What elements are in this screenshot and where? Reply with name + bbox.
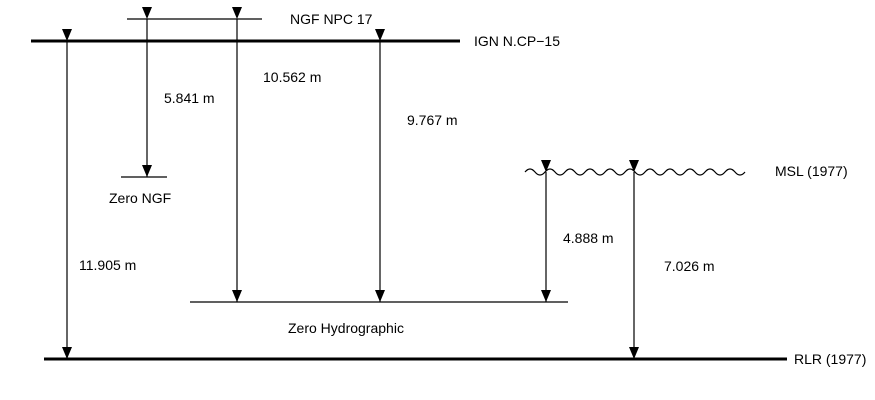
distance-4888-label: 4.888 m <box>563 230 614 246</box>
msl-1977-label: MSL (1977) <box>775 163 848 179</box>
ign-ncp-15-label: IGN N.CP−15 <box>474 33 560 49</box>
zero-hydrographic-label: Zero Hydrographic <box>288 320 404 336</box>
distance-11905-label: 11.905 m <box>79 257 136 273</box>
distance-9767-label: 9.767 m <box>407 112 458 128</box>
distance-7026-label: 7.026 m <box>664 258 715 274</box>
distance-10562-label: 10.562 m <box>263 69 321 85</box>
zero-ngf-label: Zero NGF <box>109 190 171 206</box>
rlr-1977-label: RLR (1977) <box>794 351 866 367</box>
ngf-npc-17-label: NGF NPC 17 <box>290 11 373 27</box>
msl-wave-line <box>524 168 746 176</box>
distance-5841-label: 5.841 m <box>164 90 215 106</box>
